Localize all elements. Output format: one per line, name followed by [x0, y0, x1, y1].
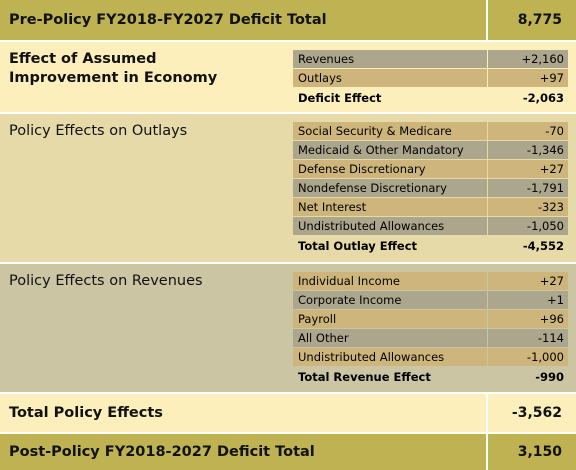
divider — [486, 434, 488, 470]
line-item: Revenues +2,160 — [293, 50, 568, 68]
row-value: 8,775 — [517, 12, 562, 28]
line-item: Medicaid & Other Mandatory -1,346 — [293, 141, 568, 159]
line-item: All Other -114 — [293, 329, 568, 347]
item-value: -1,346 — [488, 141, 568, 159]
summary-row: Pre-Policy FY2018-FY2027 Deficit Total 8,… — [0, 0, 576, 40]
line-item: Corporate Income +1 — [293, 291, 568, 309]
total-value: -990 — [535, 370, 564, 384]
line-item: Undistributed Allowances -1,000 — [293, 348, 568, 366]
section-total: Total Outlay Effect -4,552 — [293, 237, 568, 255]
item-value: +1 — [488, 291, 568, 309]
total-value: -4,552 — [522, 239, 564, 253]
summary-row: Post-Policy FY2018-2027 Deficit Total 3,1… — [0, 434, 576, 470]
total-value: -2,063 — [522, 91, 564, 105]
item-value: +97 — [488, 69, 568, 87]
section: Policy Effects on Outlays Social Security… — [0, 114, 576, 262]
section-total: Deficit Effect -2,063 — [293, 89, 568, 107]
item-value: +27 — [488, 272, 568, 290]
item-label: Payroll — [293, 310, 487, 328]
row-value: -3,562 — [511, 405, 562, 421]
row-label: Pre-Policy FY2018-FY2027 Deficit Total — [9, 12, 327, 28]
line-item: Defense Discretionary +27 — [293, 160, 568, 178]
total-label: Deficit Effect — [298, 91, 382, 105]
item-label: Defense Discretionary — [293, 160, 487, 178]
item-value: -323 — [488, 198, 568, 216]
line-item: Net Interest -323 — [293, 198, 568, 216]
summary-row: Total Policy Effects -3,562 — [0, 394, 576, 432]
item-value: -1,050 — [488, 217, 568, 235]
item-label: Undistributed Allowances — [293, 217, 487, 235]
item-value: -114 — [488, 329, 568, 347]
section-title: Policy Effects on Revenues — [9, 273, 203, 289]
item-label: Undistributed Allowances — [293, 348, 487, 366]
line-item: Individual Income +27 — [293, 272, 568, 290]
line-item: Outlays +97 — [293, 69, 568, 87]
item-label: All Other — [293, 329, 487, 347]
item-value: -1,000 — [488, 348, 568, 366]
row-value: 3,150 — [517, 444, 562, 460]
section: Policy Effects on Revenues Individual Inc… — [0, 264, 576, 392]
row-label: Post-Policy FY2018-2027 Deficit Total — [9, 444, 315, 460]
row-label: Total Policy Effects — [9, 405, 163, 421]
item-label: Medicaid & Other Mandatory — [293, 141, 487, 159]
section-title: Policy Effects on Outlays — [9, 123, 188, 139]
section: Effect of Assumed Improvement in Economy… — [0, 42, 576, 112]
item-label: Nondefense Discretionary — [293, 179, 487, 197]
total-label: Total Revenue Effect — [298, 370, 431, 384]
total-label: Total Outlay Effect — [298, 239, 418, 253]
item-value: -70 — [488, 122, 568, 140]
item-label: Social Security & Medicare — [293, 122, 487, 140]
item-label: Net Interest — [293, 198, 487, 216]
item-value: +27 — [488, 160, 568, 178]
line-item: Nondefense Discretionary -1,791 — [293, 179, 568, 197]
item-label: Individual Income — [293, 272, 487, 290]
line-item: Payroll +96 — [293, 310, 568, 328]
item-label: Outlays — [293, 69, 487, 87]
line-item: Undistributed Allowances -1,050 — [293, 217, 568, 235]
divider — [486, 394, 488, 432]
item-value: -1,791 — [488, 179, 568, 197]
item-label: Revenues — [293, 50, 487, 68]
item-label: Corporate Income — [293, 291, 487, 309]
divider — [486, 0, 488, 40]
item-value: +2,160 — [488, 50, 568, 68]
line-item: Social Security & Medicare -70 — [293, 122, 568, 140]
section-total: Total Revenue Effect -990 — [293, 368, 568, 386]
section-title: Effect of Assumed Improvement in Economy — [9, 51, 218, 86]
item-value: +96 — [488, 310, 568, 328]
